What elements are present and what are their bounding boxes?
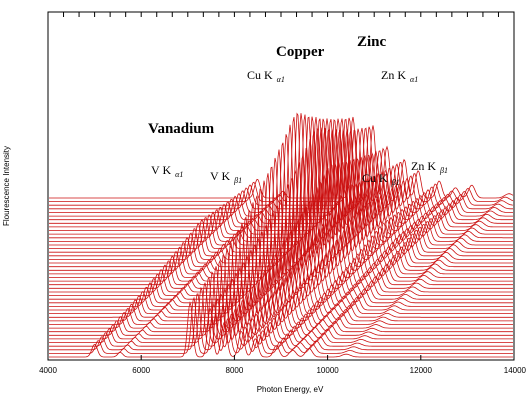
peak-label-v-ka: V K α1 — [151, 161, 183, 179]
top-minor-ticks — [47, 12, 515, 17]
x-axis-title: Photon Energy, eV — [257, 385, 324, 394]
spectrum-trace — [49, 118, 513, 228]
y-axis-title: Flourescence Intensity — [2, 146, 11, 226]
x-tick-label: 6000 — [132, 366, 150, 375]
spectrum-trace — [49, 276, 513, 340]
spectrum-trace — [49, 254, 513, 325]
peak-label-cu-ka: Cu K α1 — [247, 66, 285, 84]
x-tick-label: 12000 — [410, 366, 433, 375]
spectra-traces — [49, 112, 514, 358]
label-copper: Copper — [276, 44, 325, 60]
spectrum-trace — [49, 180, 513, 286]
spectrum-trace — [49, 149, 513, 271]
spectrum-trace — [49, 119, 513, 217]
peak-label-v-kb: V K β1 — [210, 167, 242, 185]
x-tick-label: 4000 — [39, 366, 57, 375]
spectrum-trace — [49, 118, 513, 224]
spectrum-trace — [49, 142, 513, 268]
x-axis-ticks: 4000 6000 8000 10000 12000 14000 — [39, 355, 527, 375]
spectrum-trace — [49, 271, 513, 336]
spectrum-trace — [49, 202, 513, 296]
peak-label-zn-kb: Zn K β1 — [411, 157, 448, 175]
spectrum-trace — [49, 259, 513, 329]
spectrum-trace — [49, 118, 513, 231]
spectrum-trace — [49, 188, 513, 289]
spectrum-trace — [49, 266, 513, 333]
peak-label-cu-kb: Cu K β1 — [362, 169, 400, 187]
spectrum-trace — [49, 248, 513, 322]
spectrum-trace — [49, 118, 513, 213]
peak-label-zn-ka: Zn K α1 — [381, 66, 418, 84]
spectrum-trace — [49, 117, 514, 203]
spectrum-trace — [49, 301, 513, 358]
x-tick-label: 10000 — [316, 366, 339, 375]
spectrum-trace — [49, 118, 513, 221]
x-tick-label: 8000 — [226, 366, 244, 375]
spectrum-trace — [49, 209, 513, 300]
spectrum-trace — [49, 173, 513, 282]
label-zinc: Zinc — [357, 34, 387, 50]
spectrum-trace — [49, 236, 513, 315]
spectrum-trace — [49, 215, 513, 304]
x-tick-label: 14000 — [504, 366, 527, 375]
spectrum-trace — [49, 296, 513, 354]
spectrum-trace — [49, 195, 513, 293]
label-vanadium: Vanadium — [148, 121, 215, 137]
